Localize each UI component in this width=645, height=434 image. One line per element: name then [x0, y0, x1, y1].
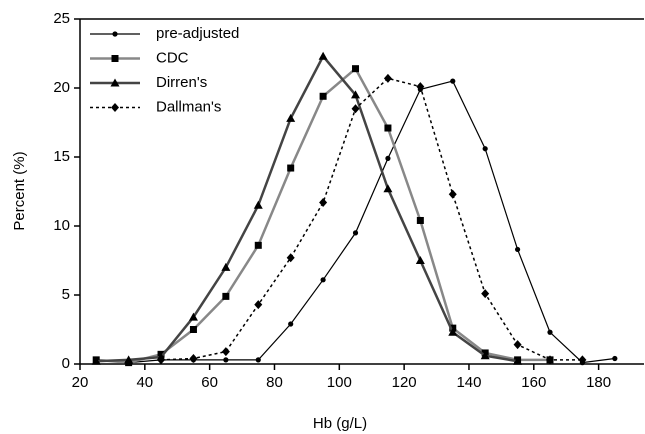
- marker: [286, 113, 296, 122]
- legend-label: Dallman's: [156, 98, 221, 115]
- y-tick-label: 25: [53, 10, 70, 27]
- marker: [112, 31, 118, 37]
- marker: [221, 347, 230, 357]
- marker: [547, 329, 553, 335]
- marker: [352, 65, 360, 73]
- marker: [612, 355, 618, 362]
- legend-label: pre-adjusted: [156, 25, 239, 42]
- marker: [481, 289, 490, 299]
- marker: [254, 300, 263, 310]
- marker: [287, 164, 295, 172]
- marker: [578, 355, 587, 365]
- x-tick-label: 160: [521, 374, 546, 391]
- marker: [253, 200, 263, 209]
- series-line: [96, 80, 615, 364]
- marker: [91, 356, 101, 365]
- series-line: [161, 77, 583, 361]
- legend-label: CDC: [156, 49, 189, 66]
- marker: [319, 198, 328, 208]
- marker: [415, 256, 425, 264]
- marker: [383, 184, 393, 193]
- marker: [416, 216, 424, 224]
- marker: [480, 351, 490, 360]
- y-tick-label: 0: [62, 355, 70, 372]
- marker: [416, 82, 425, 92]
- x-tick-label: 80: [266, 374, 283, 391]
- x-tick-label: 120: [392, 374, 417, 391]
- marker: [513, 340, 522, 350]
- marker: [352, 230, 359, 236]
- marker: [110, 78, 120, 87]
- marker: [286, 253, 295, 263]
- x-tick-label: 60: [201, 374, 218, 391]
- y-axis-title: Percent (%): [11, 151, 28, 230]
- marker: [320, 277, 326, 283]
- x-tick-label: 180: [586, 374, 611, 391]
- marker: [448, 327, 458, 336]
- marker: [319, 92, 327, 100]
- marker: [255, 357, 261, 363]
- marker: [384, 124, 392, 132]
- marker: [189, 353, 198, 363]
- marker: [383, 73, 392, 83]
- marker: [157, 355, 166, 365]
- marker: [450, 78, 456, 84]
- marker: [288, 321, 294, 327]
- marker: [254, 241, 262, 249]
- marker: [482, 146, 488, 152]
- marker: [222, 292, 230, 300]
- marker: [188, 312, 198, 321]
- marker: [124, 355, 134, 364]
- marker: [448, 189, 457, 199]
- y-tick-label: 5: [62, 286, 70, 303]
- marker: [385, 155, 391, 161]
- marker: [546, 355, 554, 365]
- marker: [189, 326, 197, 333]
- x-tick-label: 40: [136, 374, 153, 391]
- x-tick-label: 140: [456, 374, 481, 391]
- marker: [351, 90, 361, 99]
- marker: [111, 103, 119, 112]
- y-tick-label: 20: [53, 79, 70, 96]
- marker: [111, 55, 119, 62]
- x-tick-label: 100: [327, 374, 352, 391]
- marker: [513, 356, 523, 365]
- x-axis-title: Hb (g/L): [313, 415, 367, 432]
- y-tick-label: 15: [53, 148, 70, 165]
- marker: [221, 262, 231, 271]
- marker: [318, 51, 328, 60]
- marker: [223, 357, 229, 363]
- y-tick-label: 10: [53, 217, 70, 234]
- marker: [514, 246, 521, 253]
- legend-label: Dirren's: [156, 74, 207, 91]
- x-tick-label: 20: [72, 374, 89, 391]
- series-line: [96, 54, 518, 363]
- marker: [351, 104, 360, 114]
